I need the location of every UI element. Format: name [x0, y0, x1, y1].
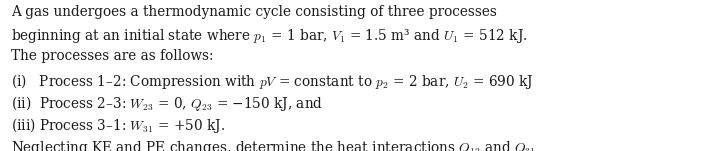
Text: (ii)  Process 2–3: $W_{23}$ = 0, $Q_{23}$ = −150 kJ, and: (ii) Process 2–3: $W_{23}$ = 0, $Q_{23}$…	[11, 94, 323, 113]
Text: The processes are as follows:: The processes are as follows:	[11, 49, 213, 63]
Text: Neglecting KE and PE changes, determine the heat interactions $Q_{12}$ and $Q_{3: Neglecting KE and PE changes, determine …	[11, 139, 536, 151]
Text: beginning at an initial state where $p_1$ = 1 bar, $V_1$ = 1.5 m³ and $U_1$ = 51: beginning at an initial state where $p_1…	[11, 27, 528, 45]
Text: (iii) Process 3–1: $W_{31}$ = +50 kJ.: (iii) Process 3–1: $W_{31}$ = +50 kJ.	[11, 116, 225, 135]
Text: (i)   Process 1–2: Compression with $pV$ = constant to $p_2$ = 2 bar, $U_2$ = 69: (i) Process 1–2: Compression with $pV$ =…	[11, 72, 533, 91]
Text: A gas undergoes a thermodynamic cycle consisting of three processes: A gas undergoes a thermodynamic cycle co…	[11, 5, 497, 19]
